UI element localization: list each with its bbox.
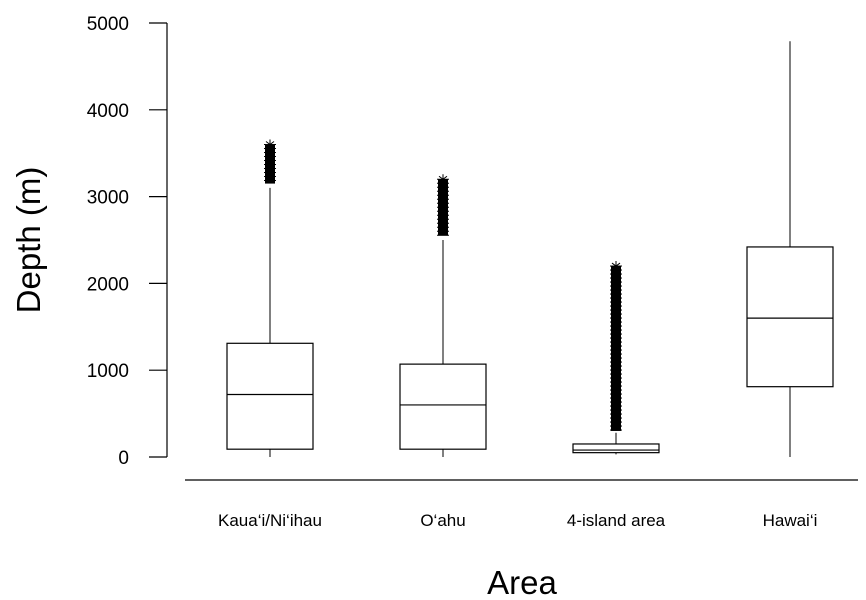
box-3 — [746, 41, 834, 457]
y-axis: 0 1000 2000 3000 4000 5000 — [87, 14, 168, 469]
interquartile-box — [572, 443, 660, 454]
y-tick-label: 0 — [118, 448, 129, 469]
x-category-label: Hawai‘i — [763, 511, 818, 530]
box-1 — [399, 174, 487, 457]
x-category-label: O‘ahu — [420, 511, 465, 530]
y-tick-label: 4000 — [87, 101, 129, 122]
y-tick-label: 1000 — [87, 361, 129, 382]
outliers — [264, 139, 276, 184]
x-axis-title: Area — [487, 564, 557, 600]
outlier-band — [611, 266, 621, 431]
interquartile-box — [746, 246, 834, 388]
box-0 — [226, 139, 314, 457]
box-2 — [572, 261, 660, 455]
outliers — [610, 261, 622, 431]
interquartile-box — [399, 363, 487, 450]
interquartile-box — [226, 342, 314, 450]
x-axis: Kaua‘i/Ni‘ihau O‘ahu 4-island area Hawai‘i — [185, 479, 858, 530]
x-category-label: Kaua‘i/Ni‘ihau — [218, 511, 322, 530]
y-tick-label: 5000 — [87, 14, 129, 35]
y-tick-label: 3000 — [87, 188, 129, 209]
y-axis-title: Depth (m) — [10, 167, 47, 314]
y-tick-label: 2000 — [87, 274, 129, 295]
outliers — [437, 174, 449, 236]
x-category-label: 4-island area — [567, 511, 666, 530]
boxes — [226, 41, 834, 457]
